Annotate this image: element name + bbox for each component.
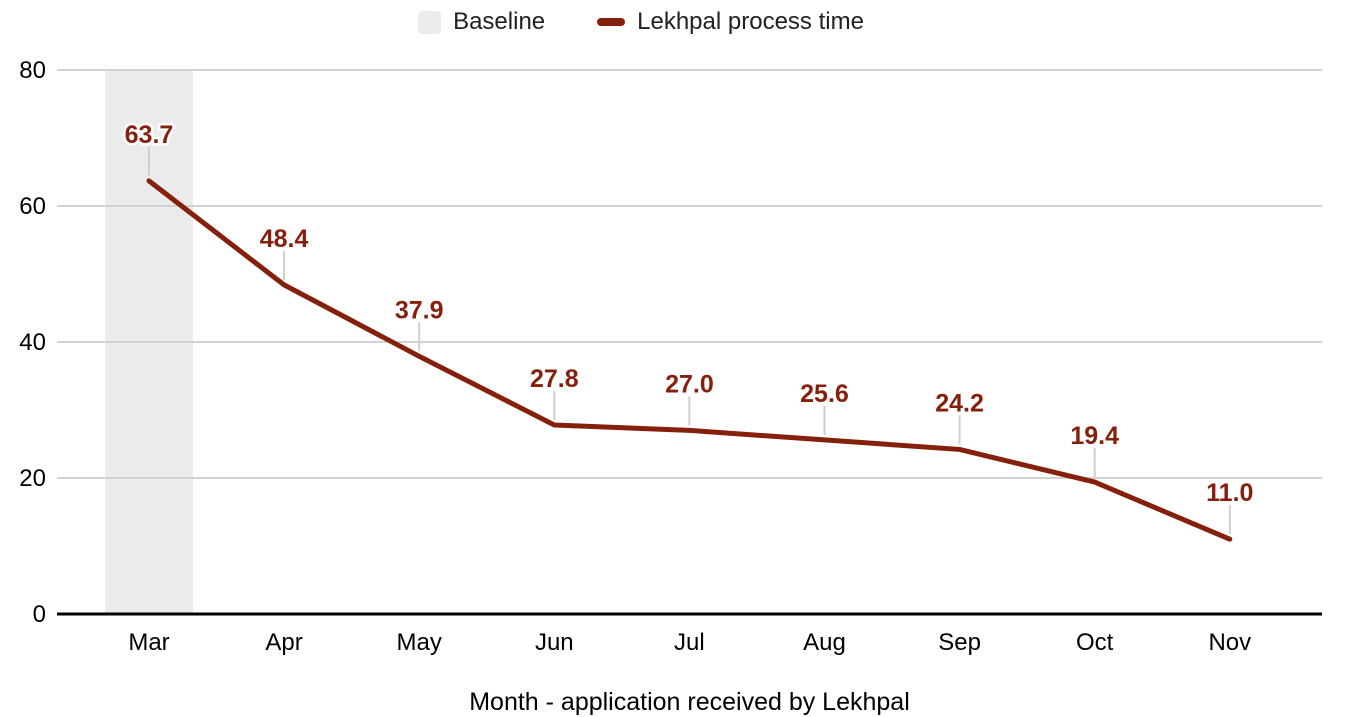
x-tick-label-apr: Apr [265,629,302,656]
y-tick-label-20: 20 [19,465,46,492]
x-tick-label-jun: Jun [535,629,574,656]
x-tick-label-may: May [397,629,442,656]
data-label-mar: 63.7 [125,121,174,149]
data-label-nov: 11.0 [1206,479,1253,507]
x-tick-label-oct: Oct [1076,629,1114,656]
data-label-sep: 24.2 [935,389,984,417]
y-tick-label-0: 0 [33,601,46,628]
y-tick-label-40: 40 [19,329,46,356]
y-tick-label-60: 60 [19,193,46,220]
legend-label-baseline: Baseline [453,8,546,35]
x-tick-label-sep: Sep [938,629,981,656]
x-tick-label-nov: Nov [1208,629,1251,656]
x-tick-label-jul: Jul [674,629,705,656]
legend-item-lekhpal-process-time: Lekhpal process time [597,10,864,34]
x-axis-title: Month - application received by Lekhpal [469,688,910,716]
series-line-lekhpal-process-time [146,178,1233,542]
y-tick-label-80: 80 [19,57,46,84]
data-label-apr: 48.4 [260,225,309,253]
baseline-swatch-icon [418,10,442,34]
data-label-jun: 27.8 [530,365,579,393]
legend-item-baseline: Baseline [418,10,545,34]
chart-legend: Baseline Lekhpal process time [0,4,1352,40]
x-tick-label-mar: Mar [128,629,169,656]
series-line-swatch-icon [597,18,626,26]
data-label-may: 37.9 [395,296,444,324]
data-label-aug: 25.6 [800,380,849,408]
data-label-oct: 19.4 [1070,422,1119,450]
x-tick-label-aug: Aug [803,629,846,656]
data-label-jul: 27.0 [665,370,714,398]
legend-label-lekhpal-process-time: Lekhpal process time [637,8,864,35]
